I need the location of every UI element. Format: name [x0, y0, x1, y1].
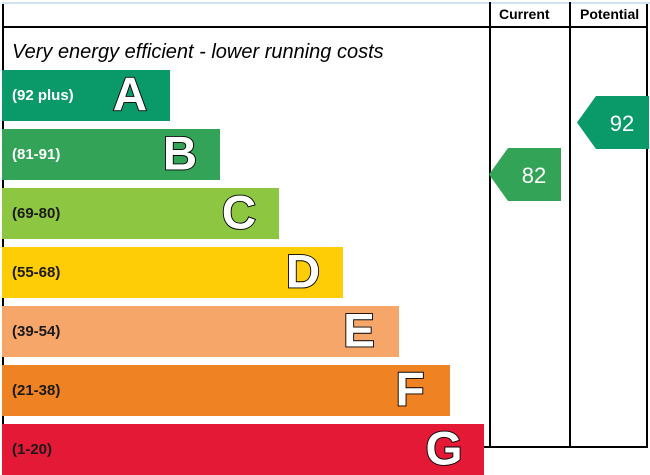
svg-text:82: 82 [522, 163, 546, 188]
svg-text:C: C [222, 188, 256, 239]
svg-text:B: B [163, 129, 197, 180]
svg-text:92: 92 [610, 111, 634, 136]
svg-text:F: F [395, 365, 424, 416]
svg-text:A: A [113, 70, 147, 121]
svg-text:E: E [343, 306, 375, 357]
svg-text:D: D [286, 247, 320, 298]
